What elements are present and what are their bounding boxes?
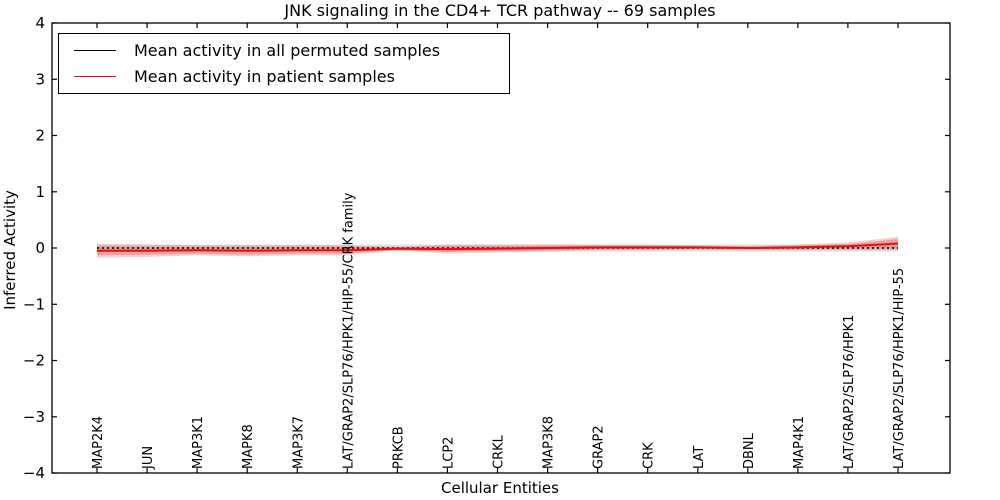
y-tick-label: 4 [35,14,45,32]
x-tick-label: MAP3K7 [291,416,306,469]
patient-mean-line [97,242,899,252]
legend-label-patient: Mean activity in patient samples [134,67,395,86]
legend-item-patient: Mean activity in patient samples [74,67,509,86]
y-tick-label: 1 [35,183,45,201]
y-tick-label: 2 [35,127,45,145]
x-tick-label: LAT/GRAP2/SLP76/HPK1 [842,315,857,469]
permuted-line-sample [74,50,116,51]
y-tick-label: −4 [23,464,45,482]
legend-label-permuted: Mean activity in all permuted samples [134,41,441,60]
x-tick-label: PRKCB [391,426,406,469]
legend-item-permuted: Mean activity in all permuted samples [74,41,509,60]
chart-title: JNK signaling in the CD4+ TCR pathway --… [284,1,716,20]
y-tick-label: 3 [35,70,45,88]
legend: Mean activity in all permuted samples Me… [58,33,510,94]
x-tick-label: MAP3K1 [191,416,206,469]
x-tick-label: MAPK8 [241,424,256,469]
x-tick-label: LAT [692,446,707,469]
y-tick-label: −3 [23,408,45,426]
y-tick-label: −1 [23,295,45,313]
x-tick-label: MAP4K1 [792,416,807,469]
x-tick-label: CRK [642,442,657,469]
x-tick-label: MAP3K8 [542,416,557,469]
patient-line-sample [74,76,116,77]
x-tick-label: JUN [141,446,156,470]
x-tick-label: GRAP2 [592,425,607,469]
y-tick-label: 0 [35,239,45,257]
x-tick-label: LAT/GRAP2/SLP76/HPK1/HIP-55/CRK family [341,192,356,469]
x-tick-label: LCP2 [441,437,456,469]
x-axis-label: Cellular Entities [441,479,559,497]
y-tick-label: −2 [23,352,45,370]
x-tick-label: MAP2K4 [91,416,106,469]
x-tick-label: LAT/GRAP2/SLP76/HPK1/HIP-55 [892,268,907,469]
x-tick-label: CRKL [492,434,507,469]
y-axis-label: Inferred Activity [1,190,19,310]
x-tick-label: DBNL [742,432,757,469]
